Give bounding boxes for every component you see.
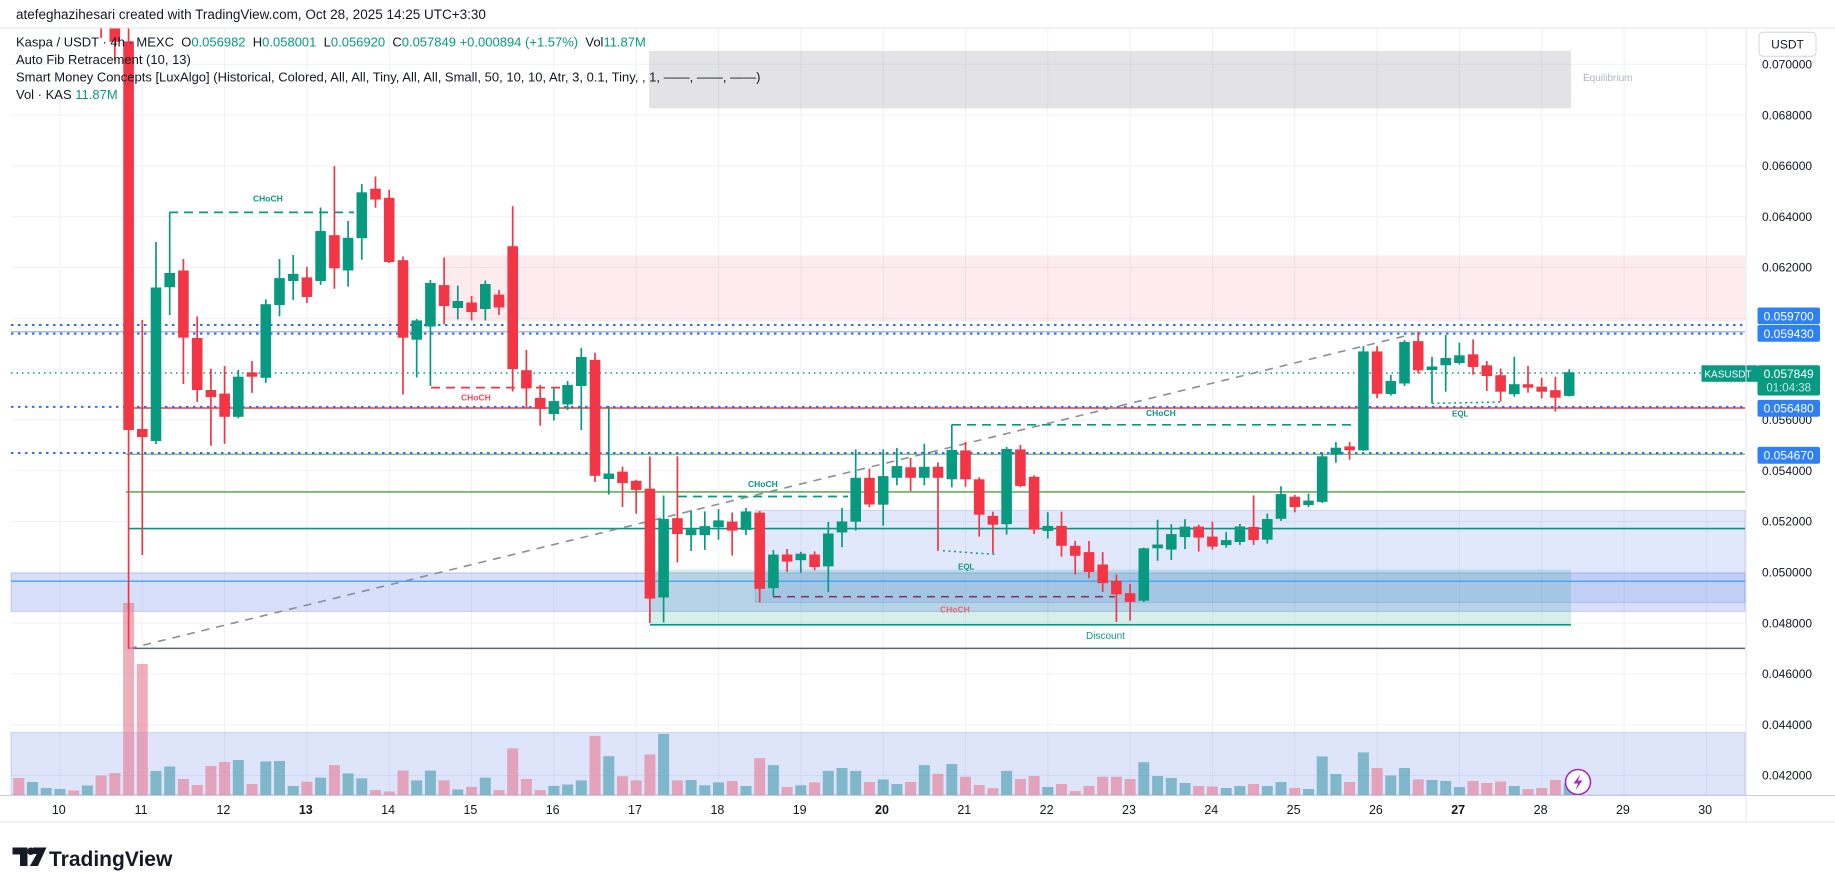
svg-text:22: 22 [1040,803,1054,817]
svg-text:0.066000: 0.066000 [1762,159,1812,173]
svg-text:14: 14 [381,803,395,817]
svg-text:0.046000: 0.046000 [1762,667,1812,681]
svg-text:0.062000: 0.062000 [1762,261,1812,275]
svg-text:24: 24 [1204,803,1218,817]
svg-text:30: 30 [1698,803,1712,817]
svg-text:CHoCH: CHoCH [1146,408,1176,418]
svg-text:28: 28 [1534,803,1548,817]
svg-text:0.052000: 0.052000 [1762,515,1812,529]
svg-text:Vol · KAS 11.87M: Vol · KAS 11.87M [16,87,118,102]
svg-text:0.050000: 0.050000 [1762,566,1812,580]
svg-text:Equilibrium: Equilibrium [1583,73,1632,84]
svg-text:23: 23 [1122,803,1136,817]
svg-text:11: 11 [135,803,148,817]
svg-text:0.056480: 0.056480 [1764,402,1814,416]
svg-text:18: 18 [710,803,724,817]
svg-text:0.044000: 0.044000 [1762,718,1812,732]
svg-text:12: 12 [216,803,230,817]
svg-text:21: 21 [957,803,971,817]
svg-text:CHoCH: CHoCH [253,194,283,204]
svg-text:0.042000: 0.042000 [1762,769,1812,783]
svg-text:20: 20 [875,803,889,817]
svg-text:USDT: USDT [1771,38,1804,52]
svg-text:10: 10 [52,803,66,817]
svg-text:15: 15 [463,803,477,817]
svg-text:KASUSDT: KASUSDT [1704,370,1751,381]
svg-text:EQL: EQL [1452,410,1469,419]
svg-text:Auto Fib Retracement (10, 13): Auto Fib Retracement (10, 13) [16,52,191,67]
svg-text:27: 27 [1451,803,1465,817]
svg-text:0.048000: 0.048000 [1762,616,1812,630]
svg-text:16: 16 [546,803,560,817]
svg-text:0.059430: 0.059430 [1764,327,1814,341]
svg-text:0.064000: 0.064000 [1762,210,1812,224]
svg-text:EQL: EQL [958,563,975,572]
svg-text:01:04:38: 01:04:38 [1766,383,1811,395]
svg-text:0.057849: 0.057849 [1764,367,1814,381]
svg-text:0.070000: 0.070000 [1762,58,1812,72]
svg-text:CHoCH: CHoCH [748,479,778,489]
svg-text:Discount: Discount [1086,631,1125,642]
svg-text:26: 26 [1369,803,1383,817]
svg-text:Smart Money Concepts [LuxAlgo]: Smart Money Concepts [LuxAlgo] (Historic… [16,70,760,85]
svg-text:CHoCH: CHoCH [461,393,491,403]
svg-text:0.059700: 0.059700 [1764,309,1814,323]
svg-text:25: 25 [1287,803,1301,817]
svg-text:29: 29 [1616,803,1630,817]
svg-text:atefeghazihesari created with: atefeghazihesari created with TradingVie… [16,7,486,22]
svg-text:0.054000: 0.054000 [1762,464,1812,478]
svg-text:17: 17 [628,803,642,817]
svg-text:0.068000: 0.068000 [1762,108,1812,122]
svg-text:TradingView: TradingView [49,848,173,871]
svg-text:Kaspa / USDT · 4h · MEXC O0.0: Kaspa / USDT · 4h · MEXC O0.056982 H0.05… [16,35,646,50]
svg-text:CHoCH: CHoCH [940,605,970,615]
svg-text:19: 19 [793,803,807,817]
svg-text:13: 13 [299,803,313,817]
svg-text:0.054670: 0.054670 [1764,449,1814,463]
